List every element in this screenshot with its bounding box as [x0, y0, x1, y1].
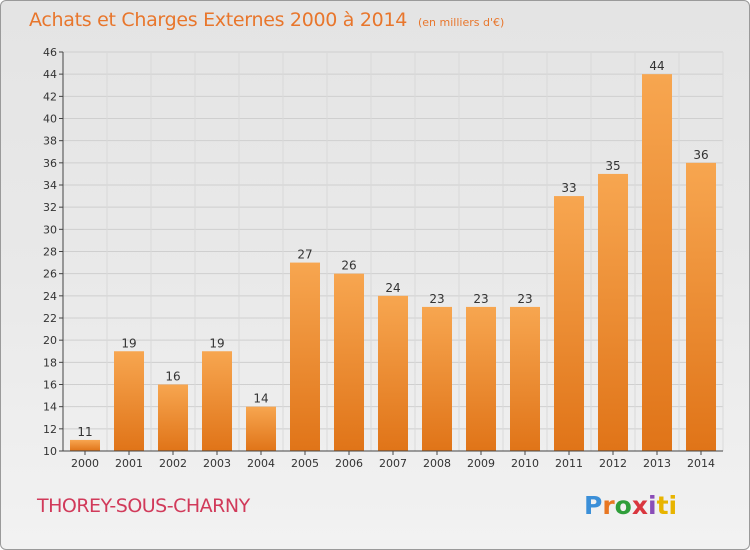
bar-value-label: 11	[77, 425, 92, 439]
bar-value-label: 23	[429, 292, 444, 306]
bar	[158, 384, 188, 451]
commune-name: THOREY-SOUS-CHARNY	[37, 495, 250, 517]
y-tick-label: 10	[43, 445, 57, 458]
bar	[466, 306, 496, 451]
logo-letter: o	[614, 491, 632, 520]
bar-value-label: 27	[297, 248, 312, 262]
logo-letter: i	[648, 491, 657, 520]
x-tick-label: 2014	[687, 457, 715, 470]
y-tick-label: 38	[43, 135, 57, 148]
labels: 10 12 14 16 18 20 22 24 26 28 30 32 34 36 38 40 42 44 46 11…	[43, 46, 715, 470]
bar	[378, 295, 408, 451]
bar-value-label: 19	[209, 336, 224, 350]
bar	[686, 162, 716, 452]
proxiti-logo: Proxiti	[584, 491, 677, 520]
y-tick-label: 36	[43, 157, 57, 170]
y-tick-label: 28	[43, 246, 57, 259]
bar-value-label: 23	[473, 292, 488, 306]
bar-value-label: 44	[649, 59, 664, 73]
y-tick-label: 44	[43, 68, 57, 81]
x-tick-label: 2009	[467, 457, 495, 470]
x-tick-label: 2000	[71, 457, 99, 470]
bar	[290, 262, 320, 451]
bar	[422, 306, 452, 451]
x-tick-label: 2005	[291, 457, 319, 470]
y-tick-label: 42	[43, 90, 57, 103]
bar	[334, 273, 364, 451]
y-tick-label: 18	[43, 356, 57, 369]
bar	[554, 196, 584, 451]
y-tick-label: 16	[43, 379, 57, 392]
bar	[70, 439, 100, 451]
bars	[70, 74, 716, 452]
bar-value-label: 14	[253, 392, 268, 406]
x-tick-label: 2002	[159, 457, 187, 470]
y-tick-label: 20	[43, 334, 57, 347]
y-tick-label: 40	[43, 113, 57, 126]
bar-value-label: 26	[341, 259, 356, 273]
x-tick-label: 2010	[511, 457, 539, 470]
x-tick-label: 2003	[203, 457, 231, 470]
bar	[598, 173, 628, 451]
bar-value-label: 16	[165, 370, 180, 384]
y-tick-label: 32	[43, 201, 57, 214]
bar-value-label: 35	[605, 159, 620, 173]
bar-value-label: 36	[693, 148, 708, 162]
y-tick-label: 12	[43, 423, 57, 436]
y-tick-label: 14	[43, 401, 57, 414]
x-tick-label: 2011	[555, 457, 583, 470]
x-tick-label: 2001	[115, 457, 143, 470]
logo-letter: ti	[656, 491, 678, 520]
logo-letter: r	[602, 491, 615, 520]
chart-unit: (en milliers d'€)	[418, 16, 505, 29]
bar	[642, 74, 672, 452]
axes	[59, 51, 723, 455]
y-tick-label: 34	[43, 179, 57, 192]
chart-title: Achats et Charges Externes 2000 à 2014	[29, 9, 408, 31]
logo-letter: x	[631, 491, 648, 520]
y-tick-label: 30	[43, 223, 57, 236]
bar	[510, 306, 540, 451]
bar-value-label: 23	[517, 292, 532, 306]
y-tick-label: 46	[43, 46, 57, 59]
x-tick-label: 2013	[643, 457, 671, 470]
y-tick-label: 26	[43, 268, 57, 281]
x-tick-label: 2007	[379, 457, 407, 470]
x-tick-label: 2006	[335, 457, 363, 470]
x-tick-label: 2004	[247, 457, 275, 470]
x-tick-label: 2008	[423, 457, 451, 470]
logo-letter: P	[584, 491, 603, 520]
bar	[202, 351, 232, 451]
bar-value-label: 19	[121, 336, 136, 350]
y-tick-label: 24	[43, 290, 57, 303]
x-tick-label: 2012	[599, 457, 627, 470]
bar-value-label: 24	[385, 281, 400, 295]
y-tick-label: 22	[43, 312, 57, 325]
bar	[114, 351, 144, 451]
bar-value-label: 33	[561, 181, 576, 195]
bar	[246, 406, 276, 451]
